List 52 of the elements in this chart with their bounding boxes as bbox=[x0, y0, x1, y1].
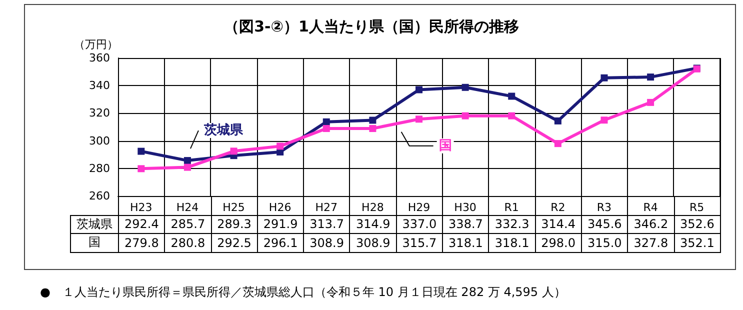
data-label: 315.7 bbox=[396, 234, 443, 252]
x-tick-label: H26 bbox=[268, 201, 292, 214]
y-tick-label: 260 bbox=[89, 190, 110, 202]
text: ● １人当たり県民所得＝県民所得／茨城県総人口（令和５年 10 月１日現在 282 万 4,595 人） bbox=[40, 285, 566, 299]
x-tick-label: R2 bbox=[550, 201, 566, 214]
data-label: 308.9 bbox=[304, 234, 350, 252]
data-label: 291.9 bbox=[257, 215, 304, 234]
x-tick-label: R4 bbox=[643, 201, 658, 214]
data-label: 337.0 bbox=[396, 215, 443, 234]
data-label: 352.1 bbox=[674, 234, 720, 252]
data-label: 292.4 bbox=[118, 215, 165, 234]
series-label: 国 bbox=[438, 138, 452, 154]
y-axis-title: （万円） bbox=[74, 38, 118, 51]
data-label: 318.1 bbox=[442, 234, 489, 252]
y-tick-label: 340 bbox=[89, 79, 110, 92]
data-label: 314.4 bbox=[535, 215, 582, 234]
data-label: 298.0 bbox=[535, 234, 582, 252]
x-tick-label: H30 bbox=[454, 201, 476, 214]
data-label: 280.8 bbox=[164, 234, 212, 252]
data-label: 338.7 bbox=[442, 215, 489, 234]
chart-title: （図3-②）1人当たり県（国）民所得の推移 bbox=[224, 18, 519, 36]
x-tick-label: R3 bbox=[596, 201, 612, 214]
data-label: 314.9 bbox=[350, 215, 396, 234]
y-tick-label: 360 bbox=[89, 52, 110, 64]
data-label: 318.1 bbox=[488, 234, 536, 252]
data-label: 345.6 bbox=[581, 215, 628, 234]
data-label: 292.5 bbox=[211, 234, 258, 252]
y-tick-label: 320 bbox=[89, 106, 110, 120]
x-tick-label: H27 bbox=[315, 201, 338, 214]
data-label: 279.8 bbox=[118, 234, 165, 252]
data-label: 313.7 bbox=[304, 215, 350, 234]
data-label: 289.3 bbox=[211, 215, 258, 234]
text: 茨城県 bbox=[76, 216, 112, 231]
data-label: 308.9 bbox=[350, 234, 396, 252]
data-label: 285.7 bbox=[164, 215, 212, 234]
x-tick-label: H23 bbox=[130, 201, 152, 214]
x-tick-label: H25 bbox=[222, 201, 245, 214]
data-label: 352.6 bbox=[674, 215, 720, 234]
data-label: 327.8 bbox=[628, 234, 674, 252]
x-tick-label: H24 bbox=[176, 201, 199, 214]
x-tick-label: H29 bbox=[408, 201, 430, 214]
y-tick-label: 300 bbox=[89, 134, 110, 148]
x-tick-label: R5 bbox=[690, 201, 704, 214]
y-tick-label: 280 bbox=[89, 162, 110, 175]
series-label: 茨城県 bbox=[202, 123, 244, 138]
data-label: 346.2 bbox=[628, 215, 674, 234]
data-label: 296.1 bbox=[257, 234, 304, 252]
data-label: 315.0 bbox=[581, 234, 628, 252]
x-tick-label: H28 bbox=[362, 201, 384, 214]
text: 国 bbox=[88, 235, 100, 250]
x-tick-label: R1 bbox=[504, 201, 519, 214]
data-label: 332.3 bbox=[488, 215, 536, 234]
